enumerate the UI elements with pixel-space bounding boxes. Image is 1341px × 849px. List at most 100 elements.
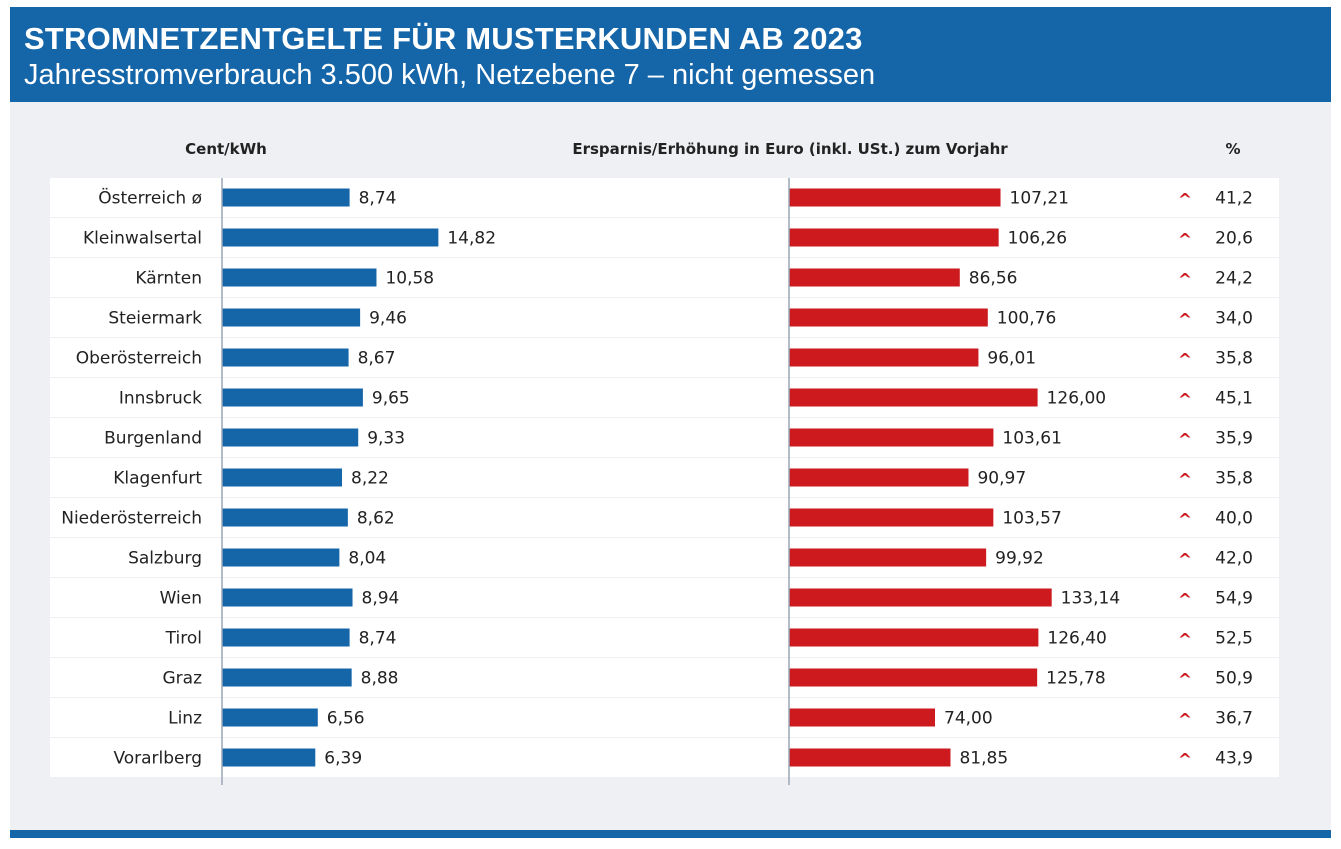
- percent-value-label: 34,0: [1215, 309, 1253, 329]
- euro-bar: [789, 268, 960, 287]
- column-header-cent: Cent/kWh: [185, 140, 267, 158]
- euro-value-label: 99,92: [995, 549, 1044, 569]
- cent-value-label: 14,82: [447, 229, 496, 249]
- euro-value-label: 103,57: [1002, 509, 1061, 529]
- increase-caret-icon: ^: [1178, 431, 1192, 451]
- percent-value-label: 50,9: [1215, 669, 1253, 689]
- percent-value-label: 24,2: [1215, 269, 1253, 289]
- cent-value-label: 9,33: [367, 429, 405, 449]
- row-label: Graz: [162, 669, 202, 689]
- euro-bar: [789, 508, 994, 527]
- percent-value-label: 35,8: [1215, 469, 1253, 489]
- increase-caret-icon: ^: [1178, 271, 1192, 291]
- euro-value-label: 90,97: [977, 469, 1026, 489]
- increase-caret-icon: ^: [1178, 191, 1192, 211]
- euro-bar: [789, 348, 979, 367]
- cent-value-label: 8,74: [359, 629, 397, 649]
- cent-bar: [222, 628, 350, 647]
- euro-bar: [789, 228, 999, 247]
- cent-value-label: 9,65: [372, 389, 410, 409]
- increase-caret-icon: ^: [1178, 671, 1192, 691]
- cent-value-label: 8,88: [361, 669, 399, 689]
- euro-value-label: 126,40: [1047, 629, 1106, 649]
- cent-bar: [222, 588, 353, 607]
- euro-bar: [789, 308, 988, 327]
- row-label: Steiermark: [108, 309, 202, 329]
- cent-bar: [222, 748, 316, 767]
- increase-caret-icon: ^: [1178, 311, 1192, 331]
- increase-caret-icon: ^: [1178, 391, 1192, 411]
- euro-bar: [789, 548, 987, 567]
- euro-value-label: 107,21: [1010, 189, 1069, 209]
- cent-value-label: 6,39: [324, 749, 362, 769]
- increase-caret-icon: ^: [1178, 231, 1192, 251]
- row-label: Salzburg: [128, 549, 202, 569]
- cent-value-label: 8,67: [358, 349, 396, 369]
- percent-value-label: 41,2: [1215, 189, 1253, 209]
- euro-bar: [789, 468, 969, 487]
- cent-bar: [222, 268, 377, 287]
- euro-bar: [789, 188, 1001, 207]
- bottom-rule: [10, 830, 1331, 838]
- cent-bar: [222, 228, 439, 247]
- euro-value-label: 103,61: [1002, 429, 1061, 449]
- row-label: Innsbruck: [119, 389, 202, 409]
- row-label: Linz: [168, 709, 202, 729]
- euro-bar: [789, 668, 1038, 687]
- euro-value-label: 86,56: [969, 269, 1018, 289]
- cent-value-label: 8,94: [362, 589, 400, 609]
- percent-value-label: 43,9: [1215, 749, 1253, 769]
- increase-caret-icon: ^: [1178, 551, 1192, 571]
- percent-value-label: 40,0: [1215, 509, 1253, 529]
- cent-bar: [222, 548, 340, 567]
- euro-bar: [789, 748, 951, 767]
- cent-value-label: 8,22: [351, 469, 389, 489]
- percent-value-label: 20,6: [1215, 229, 1253, 249]
- row-label: Niederösterreich: [61, 509, 202, 529]
- row-label: Wien: [160, 589, 202, 609]
- euro-value-label: 125,78: [1046, 669, 1105, 689]
- row-label: Kleinwalsertal: [83, 229, 202, 249]
- euro-value-label: 100,76: [997, 309, 1056, 329]
- euro-value-label: 96,01: [987, 349, 1036, 369]
- euro-bar: [789, 628, 1039, 647]
- column-header-percent: %: [1225, 140, 1240, 158]
- page-title: STROMNETZENTGELTE FÜR MUSTERKUNDEN AB 20…: [24, 21, 863, 56]
- euro-value-label: 133,14: [1061, 589, 1120, 609]
- cent-bar: [222, 668, 352, 687]
- cent-bar: [222, 708, 318, 727]
- row-label: Vorarlberg: [113, 749, 202, 769]
- euro-value-label: 126,00: [1047, 389, 1106, 409]
- euro-value-label: 74,00: [944, 709, 993, 729]
- percent-value-label: 52,5: [1215, 629, 1253, 649]
- euro-value-label: 106,26: [1008, 229, 1067, 249]
- row-label: Oberösterreich: [76, 349, 202, 369]
- header-banner: STROMNETZENTGELTE FÜR MUSTERKUNDEN AB 20…: [10, 7, 1331, 102]
- percent-value-label: 35,8: [1215, 349, 1253, 369]
- percent-value-label: 54,9: [1215, 589, 1253, 609]
- cent-value-label: 10,58: [385, 269, 434, 289]
- row-label: Burgenland: [104, 429, 202, 449]
- cent-value-label: 9,46: [369, 309, 407, 329]
- cent-value-label: 8,04: [348, 549, 386, 569]
- page-subtitle: Jahresstromverbrauch 3.500 kWh, Netzeben…: [24, 59, 876, 91]
- percent-value-label: 35,9: [1215, 429, 1253, 449]
- row-label: Klagenfurt: [113, 469, 202, 489]
- increase-caret-icon: ^: [1178, 511, 1192, 531]
- column-header-ersparnis: Ersparnis/Erhöhung in Euro (inkl. USt.) …: [572, 140, 1008, 158]
- cent-value-label: 8,74: [359, 189, 397, 209]
- increase-caret-icon: ^: [1178, 751, 1192, 771]
- row-label: Tirol: [165, 629, 202, 649]
- euro-bar: [789, 588, 1052, 607]
- increase-caret-icon: ^: [1178, 711, 1192, 731]
- cent-bar: [222, 508, 348, 527]
- cent-value-label: 8,62: [357, 509, 395, 529]
- increase-caret-icon: ^: [1178, 591, 1192, 611]
- cent-bar: [222, 188, 350, 207]
- cent-bar: [222, 428, 359, 447]
- percent-value-label: 42,0: [1215, 549, 1253, 569]
- cent-bar: [222, 388, 363, 407]
- cent-bar: [222, 348, 349, 367]
- percent-value-label: 36,7: [1215, 709, 1253, 729]
